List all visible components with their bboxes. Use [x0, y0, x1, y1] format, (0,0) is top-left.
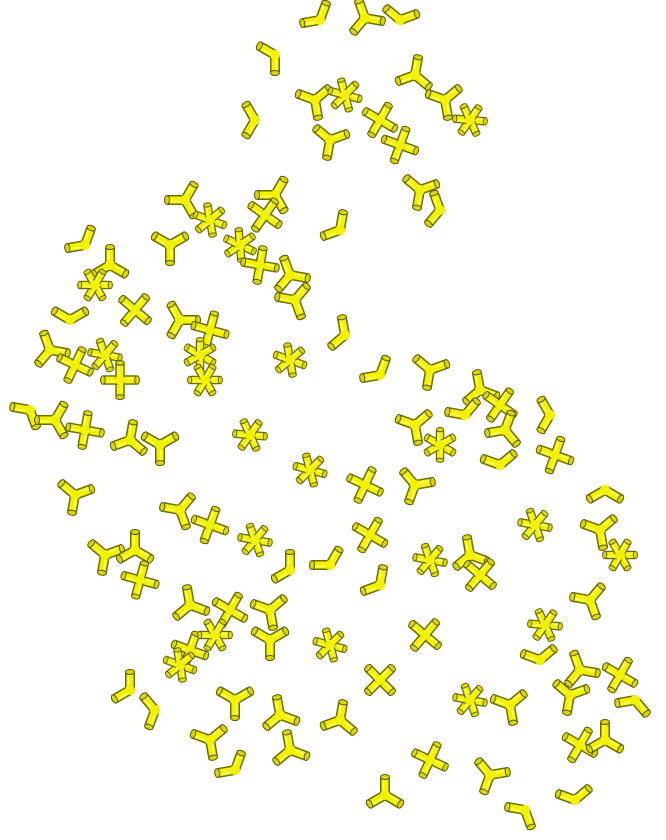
molecule: [410, 540, 450, 580]
molecule: [167, 581, 212, 622]
molecule: [116, 556, 164, 604]
molecule: [484, 679, 530, 728]
molecule: [451, 102, 489, 139]
molecule: [316, 696, 368, 749]
molecule: [215, 686, 255, 721]
molecule: [343, 508, 396, 561]
molecule: [270, 550, 295, 585]
molecule: [398, 608, 453, 663]
molecule: [464, 755, 513, 801]
molecule: [257, 691, 302, 732]
molecule: [585, 479, 628, 518]
molecule: [61, 219, 96, 260]
molecule: [31, 398, 83, 448]
molecule: [296, 0, 331, 35]
molecules: [6, 0, 652, 832]
molecule: [530, 430, 580, 480]
molecule: [450, 680, 490, 720]
molecule: [306, 537, 345, 580]
molecule: [108, 283, 163, 338]
molecule: [566, 580, 615, 626]
molecule: [270, 726, 316, 775]
molecule: [407, 353, 452, 394]
molecule: [614, 693, 652, 724]
molecule: [52, 478, 97, 519]
molecule: [593, 648, 646, 701]
molecule: [380, 0, 421, 30]
molecule: [352, 652, 407, 707]
molecule: [358, 561, 389, 599]
molecule: [398, 462, 439, 507]
molecule: [227, 100, 266, 143]
molecule: [551, 771, 594, 812]
molecule: [522, 395, 561, 438]
molecule: [62, 407, 107, 452]
molecule: [356, 349, 391, 390]
molecule: [104, 416, 150, 465]
molecule: [235, 520, 275, 560]
molecule: [324, 74, 366, 116]
molecule: [501, 802, 539, 833]
molecule: [318, 206, 349, 244]
molecule: [110, 670, 135, 705]
molecule: [375, 120, 425, 170]
molecule: [307, 123, 352, 164]
molecule: [322, 314, 353, 352]
molecule: [365, 775, 405, 810]
molecule: [126, 691, 167, 734]
molecule: [250, 626, 290, 661]
molecule: [526, 607, 564, 644]
molecule: [188, 363, 223, 397]
molecule: [603, 538, 638, 572]
molecule: [289, 449, 331, 491]
molecule: [156, 490, 205, 536]
molecule: [244, 584, 290, 633]
molecule: [268, 338, 312, 382]
molecule: [309, 624, 351, 666]
molecule: [339, 459, 391, 511]
molecule: [150, 231, 190, 266]
molecule: [348, 0, 389, 41]
molecule: [185, 500, 235, 550]
molecule: [231, 417, 269, 454]
molecule: [416, 422, 463, 469]
molecule: [515, 505, 555, 545]
molecule: [247, 40, 290, 79]
molecule: [404, 734, 456, 786]
molecule: [188, 723, 233, 764]
